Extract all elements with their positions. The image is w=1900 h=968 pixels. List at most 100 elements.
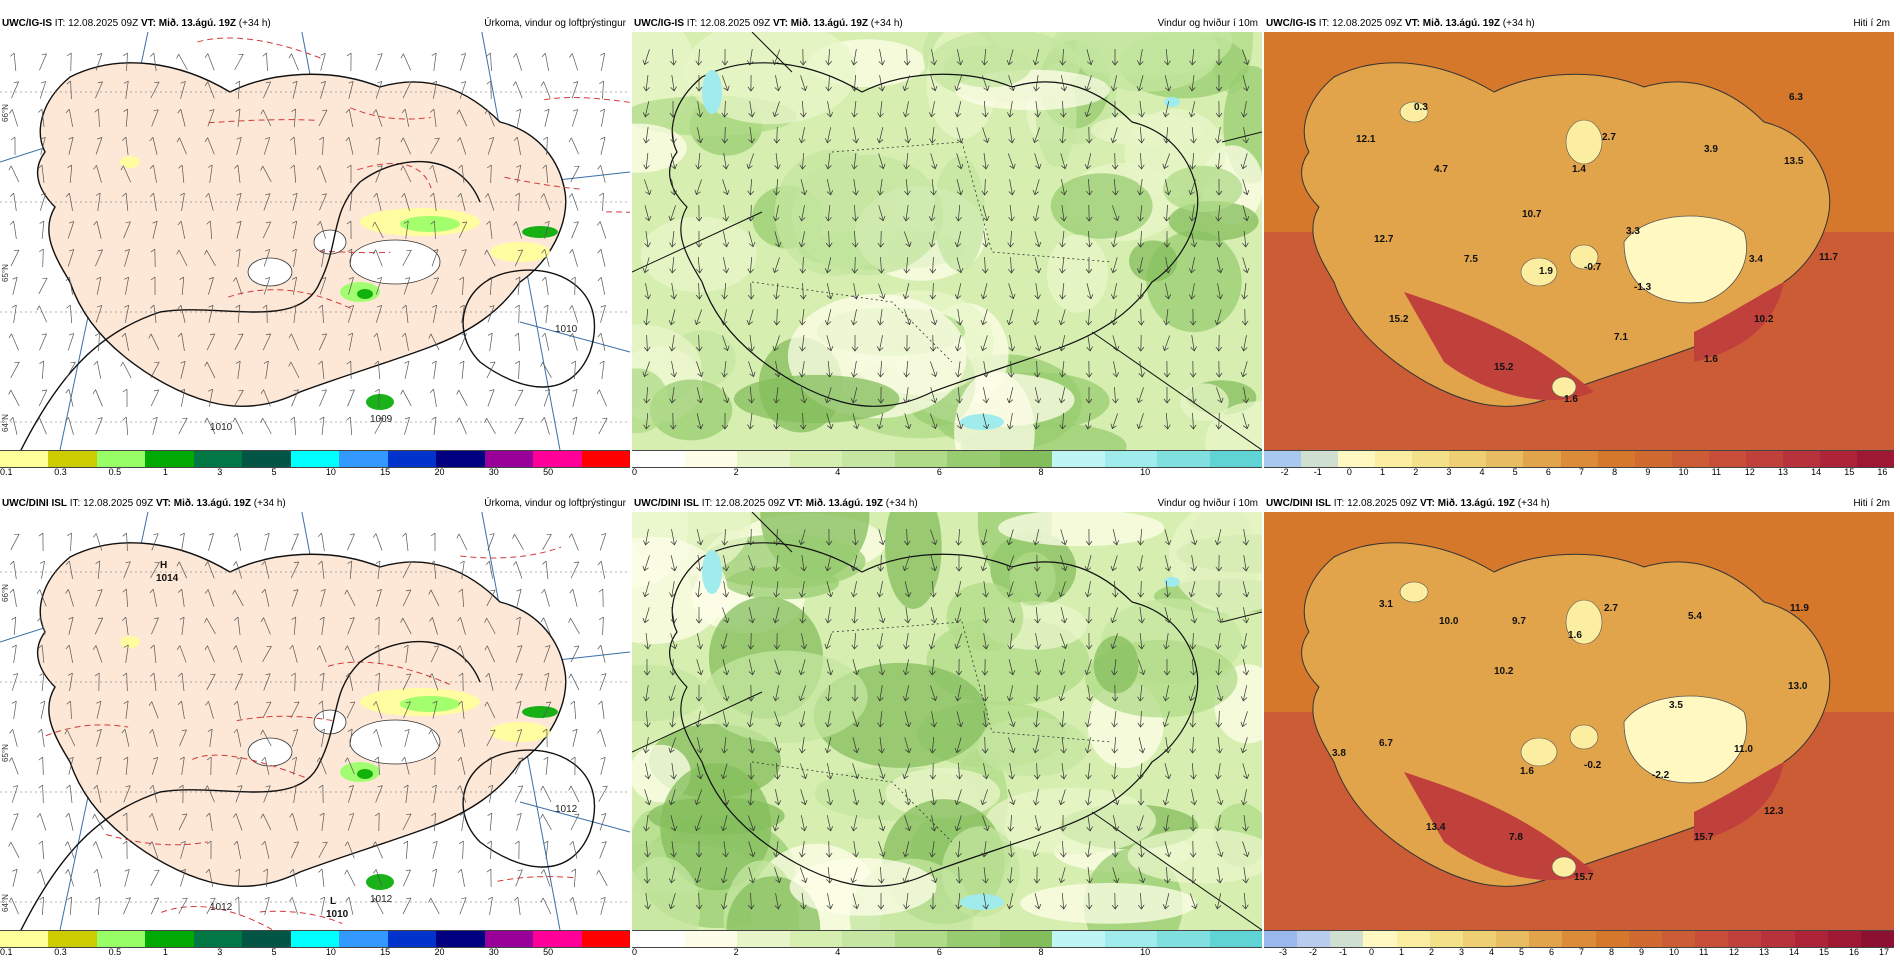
color-legend [1264, 930, 1894, 948]
temperature-value: 15.2 [1494, 362, 1514, 373]
legend-tick-label: 3 [1446, 467, 1451, 477]
legend-tick-label: 5 [272, 467, 277, 477]
legend-swatch [1105, 451, 1158, 467]
temperature-value: 13.0 [1788, 681, 1808, 692]
legend-tick-label: 10 [326, 467, 336, 477]
legend-swatch [1496, 931, 1529, 947]
legend-tick-label: 50 [543, 947, 553, 957]
temperature-value: 13.4 [1426, 822, 1446, 833]
temperature-value: 1.6 [1520, 766, 1534, 777]
legend-tick-label: 7 [1579, 467, 1584, 477]
legend-tick-label: 0 [1369, 947, 1374, 957]
legend-tick-label: 14 [1811, 467, 1821, 477]
precip-area [522, 226, 558, 238]
legend-swatch [1157, 931, 1210, 947]
legend-swatch [1598, 451, 1635, 467]
legend-tick-label: 17 [1879, 947, 1889, 957]
legend-tick-label: 3 [1459, 947, 1464, 957]
precip-area [400, 696, 460, 712]
temperature-value: 1.6 [1564, 394, 1578, 405]
legend-tick-label: 9 [1645, 467, 1650, 477]
lead-time: (+34 h) [239, 18, 271, 29]
temperature-value: 2.7 [1602, 132, 1616, 143]
legend-swatch [1529, 931, 1562, 947]
temperature-value: 5.4 [1688, 611, 1702, 622]
legend-swatch [1783, 451, 1820, 467]
panel-wind-dini: UWC/DINI ISL IT: 12.08.2025 09Z VT: Mið.… [632, 496, 1262, 968]
it-label: IT: [55, 18, 66, 29]
model-name: UWC/IG-IS [2, 18, 52, 29]
legend-tick-label: 16 [1849, 947, 1859, 957]
legend-swatch [1672, 451, 1709, 467]
temperature-value: 2.7 [1604, 603, 1618, 614]
legend-swatch [582, 931, 630, 947]
temperature-value: 3.5 [1669, 700, 1683, 711]
legend-tick-label: 13 [1759, 947, 1769, 957]
legend-swatch [194, 931, 242, 947]
legend-swatch [1338, 451, 1375, 467]
isobar-label: 1012 [210, 902, 233, 913]
legend-swatch [1330, 931, 1363, 947]
temperature-value: 10.7 [1522, 209, 1542, 220]
legend-tick-label: 1 [163, 467, 168, 477]
legend-swatch [242, 931, 290, 947]
lead-time: (+34 h) [254, 498, 286, 509]
legend-swatch [48, 931, 96, 947]
legend-tick-label: 14 [1789, 947, 1799, 957]
temperature-value: 1.6 [1568, 630, 1582, 641]
legend-swatch [1363, 931, 1396, 947]
temperature-value: 15.7 [1694, 832, 1714, 843]
color-legend [1264, 450, 1894, 468]
legend-tick-label: 0 [1347, 467, 1352, 477]
legend-tick-label: 5 [272, 947, 277, 957]
valid-time: Mið. 13.ágú. 19Z [791, 18, 868, 29]
legend-swatch [1861, 931, 1894, 947]
legend-swatch [790, 451, 843, 467]
wind-speed-area [977, 717, 1088, 777]
panel-temp-dini: UWC/DINI ISL IT: 12.08.2025 09Z VT: Mið.… [1264, 496, 1894, 968]
legend-swatch [1728, 931, 1761, 947]
wind-speed-area [641, 217, 757, 292]
temperature-value: 9.7 [1512, 616, 1526, 627]
legend-swatch [947, 931, 1000, 947]
temperature-value: 12.7 [1374, 234, 1394, 245]
temperature-value: 0.3 [1414, 102, 1428, 113]
temperature-value: 10.0 [1439, 616, 1459, 627]
precip-area [490, 242, 550, 262]
panel-title: Vindur og hviður í 10m [1158, 16, 1258, 32]
legend-swatch [1157, 451, 1210, 467]
pressure-center-value: 1010 [326, 909, 349, 920]
legend-tick-label: 10 [1140, 467, 1150, 477]
legend-tick-label: 8 [1038, 947, 1043, 957]
glacier-outline [248, 738, 292, 766]
model-name: UWC/DINI ISL [2, 498, 67, 509]
legend-tick-label: 6 [937, 467, 942, 477]
wind-speed-area [1010, 552, 1056, 605]
legend-tick-label: 3 [217, 947, 222, 957]
temperature-value: 11.0 [1734, 744, 1753, 755]
model-name: UWC/DINI ISL [1266, 498, 1331, 509]
temperature-value: 10.2 [1754, 314, 1774, 325]
legend-swatch [947, 451, 1000, 467]
legend-tick-label: 11 [1699, 947, 1708, 957]
panel-header: UWC/IG-IS IT: 12.08.2025 09Z VT: Mið. 13… [1264, 16, 1894, 32]
precip-area [400, 216, 460, 232]
legend-tick-label: 6 [1549, 947, 1554, 957]
panel-header: UWC/DINI ISL IT: 12.08.2025 09Z VT: Mið.… [0, 496, 630, 512]
valid-time: Mið. 13.ágú. 19Z [1438, 498, 1515, 509]
map-wind [632, 512, 1262, 930]
wind-speed-area [1047, 234, 1108, 312]
lead-time: (+34 h) [871, 18, 903, 29]
legend-swatch [242, 451, 290, 467]
valid-time: Mið. 13.ágú. 19Z [806, 498, 883, 509]
legend-tick-label: 8 [1609, 947, 1614, 957]
vt-label: VT: [156, 498, 171, 509]
model-name: UWC/DINI ISL [634, 498, 699, 509]
legend-tick-label: 8 [1612, 467, 1617, 477]
legend-tick-label: 10 [1140, 947, 1150, 957]
panel-header: UWC/DINI ISL IT: 12.08.2025 09Z VT: Mið.… [1264, 496, 1894, 512]
legend-swatch [1301, 451, 1338, 467]
temperature-value: 13.5 [1784, 156, 1804, 167]
temperature-value: 12.1 [1356, 134, 1376, 145]
